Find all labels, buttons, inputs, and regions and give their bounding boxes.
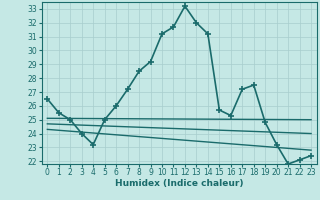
X-axis label: Humidex (Indice chaleur): Humidex (Indice chaleur) — [115, 179, 244, 188]
